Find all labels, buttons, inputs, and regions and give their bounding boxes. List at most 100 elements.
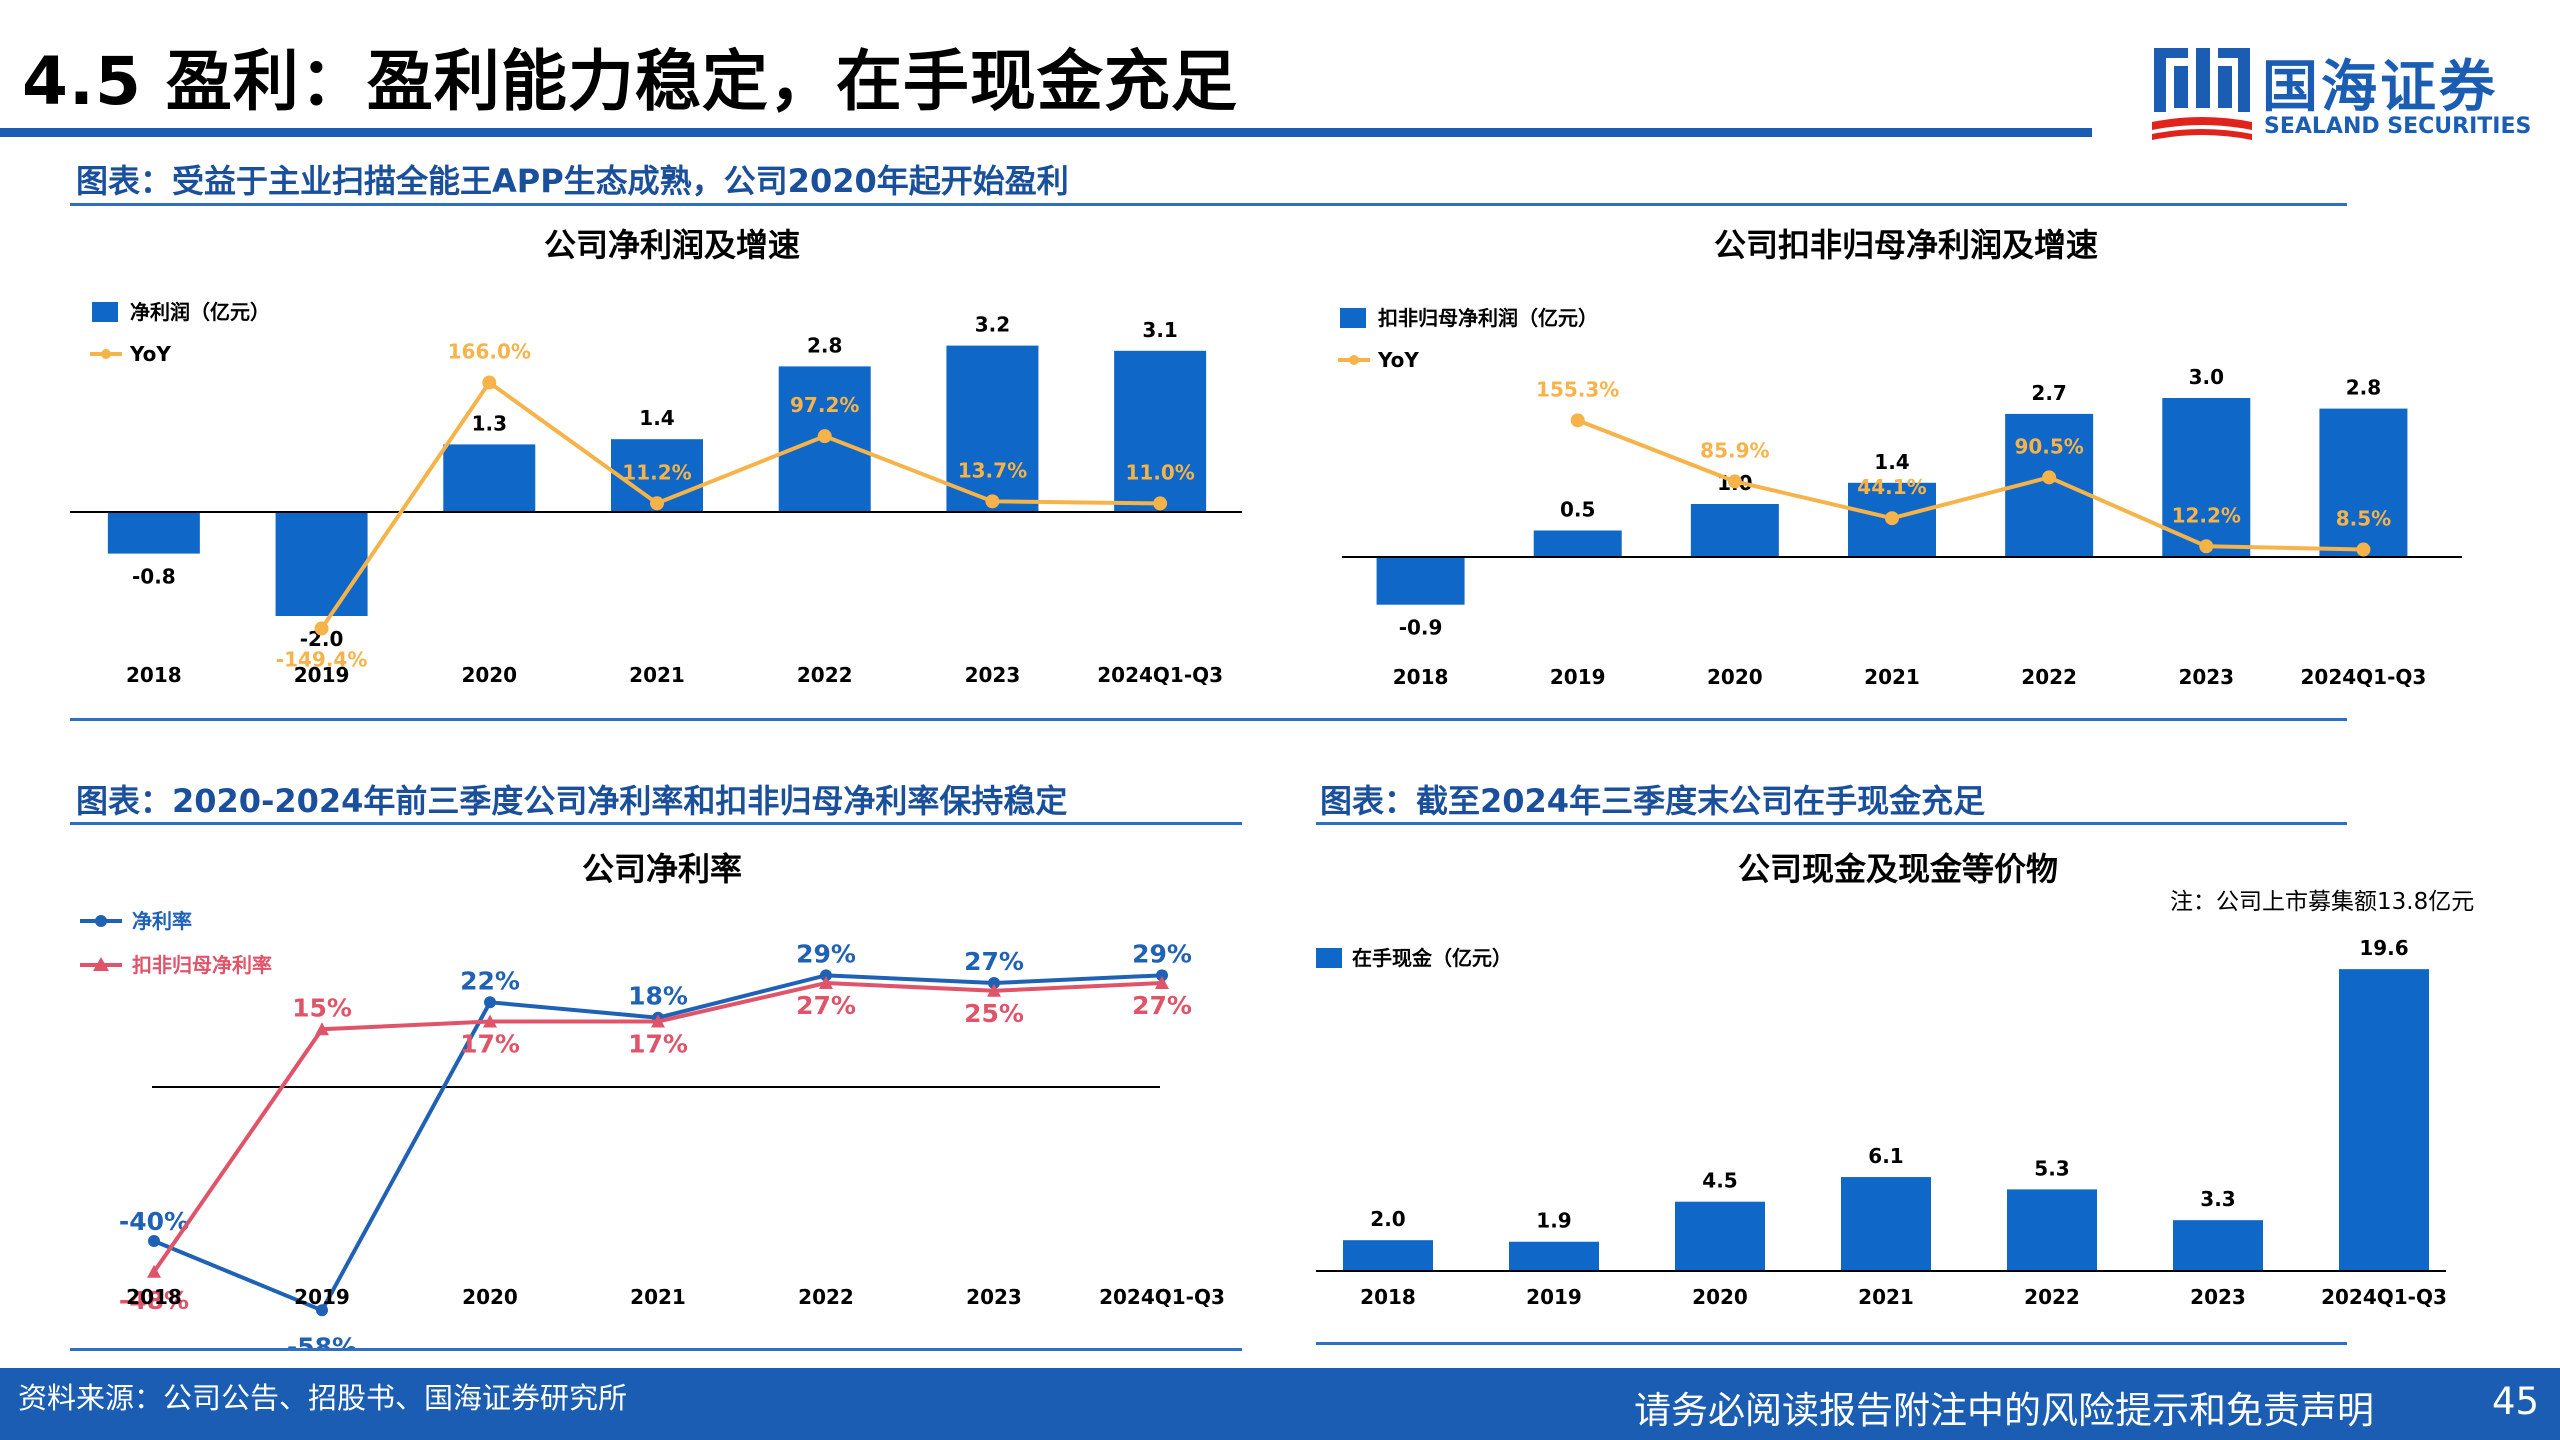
caption-rule xyxy=(1316,822,2347,825)
yoy-value-label: 97.2% xyxy=(790,393,859,417)
x-tick-label: 2018 xyxy=(1360,1285,1416,1309)
yoy-value-label: 90.5% xyxy=(2014,434,2083,458)
series-value-label: -48% xyxy=(119,1286,189,1315)
series-point xyxy=(147,1264,161,1278)
cash-chart: 在手现金（亿元） 2.0 2018 1.9 2019 4.5 2020 6.1 2021 5.3 2… xyxy=(1316,830,2476,1350)
bar-value-label: 2.8 xyxy=(807,333,842,357)
legend-deducted-margin-label: 扣非归母净利率 xyxy=(132,953,272,977)
legend-yoy-marker xyxy=(1349,355,1359,365)
bar-value-label: -0.9 xyxy=(1399,616,1443,640)
bar-value-label: 2.0 xyxy=(1370,1207,1405,1231)
x-tick-label: 2022 xyxy=(2021,665,2077,689)
series-value-label: 25% xyxy=(964,999,1024,1028)
series-point xyxy=(987,983,1001,997)
series-point xyxy=(651,1014,665,1028)
bar-value-label: 1.4 xyxy=(639,406,674,430)
section-divider xyxy=(70,1348,1242,1351)
series-value-label: 29% xyxy=(1132,939,1192,968)
figure-caption-profit: 图表：受益于主业扫描全能王APP生态成熟，公司2020年起开始盈利 xyxy=(76,162,1069,200)
bar xyxy=(1533,530,1622,557)
footer-source: 资料来源：公司公告、招股书、国海证券研究所 xyxy=(18,1381,628,1415)
x-tick-label: 2018 xyxy=(1393,665,1449,689)
series-value-label: -58% xyxy=(287,1332,357,1350)
x-tick-label: 2024Q1-Q3 xyxy=(2321,1285,2447,1309)
bar xyxy=(275,512,368,616)
bar-value-label: 3.1 xyxy=(1142,318,1177,342)
series-point xyxy=(316,1304,328,1317)
bar xyxy=(443,444,536,512)
legend-deducted-margin-marker xyxy=(93,957,109,971)
bar-value-label: -0.8 xyxy=(132,565,176,589)
bar xyxy=(2173,1220,2263,1271)
x-tick-label: 2024Q1-Q3 xyxy=(1097,663,1223,687)
legend-net-margin-label: 净利率 xyxy=(132,909,192,933)
bar-value-label: 3.0 xyxy=(2189,365,2224,389)
x-tick-label: 2018 xyxy=(126,663,182,687)
x-tick-label: 2023 xyxy=(965,663,1021,687)
x-tick-label: 2020 xyxy=(462,1285,518,1309)
x-tick-label: 2020 xyxy=(461,663,517,687)
bar-value-label: 6.1 xyxy=(1868,1144,1903,1168)
series-point xyxy=(484,996,496,1009)
yoy-point xyxy=(1885,511,1899,526)
x-tick-label: 2023 xyxy=(2178,665,2234,689)
legend-bar-swatch xyxy=(1340,308,1366,328)
chart-svg: 扣非归母净利润（亿元）YoY-0.920180.520191.020201.42… xyxy=(1338,306,2462,689)
bar-value-label: 3.3 xyxy=(2200,1187,2235,1211)
legend-yoy-label: YoY xyxy=(1377,348,1419,372)
series-point xyxy=(819,976,833,990)
chart-title: 公司净利润及增速 xyxy=(544,226,801,264)
yoy-point xyxy=(482,375,497,390)
yoy-value-label: 12.2% xyxy=(2172,503,2241,527)
yoy-value-label: 11.2% xyxy=(622,460,691,484)
yoy-point xyxy=(650,496,664,511)
title-rule xyxy=(0,128,2092,137)
x-tick-label: 2019 xyxy=(1550,665,1606,689)
x-tick-label: 2023 xyxy=(2190,1285,2246,1309)
bar xyxy=(2339,969,2429,1271)
chart-note: 注：公司上市募集额13.8亿元 xyxy=(2170,889,2475,915)
bar-value-label: 3.2 xyxy=(975,313,1010,337)
x-tick-label: 2022 xyxy=(797,663,853,687)
bar xyxy=(1114,350,1207,512)
yoy-point xyxy=(985,494,1000,509)
series-value-label: 17% xyxy=(628,1030,688,1059)
chart-svg: 在手现金（亿元） 2.0 2018 1.9 2019 4.5 2020 6.1 2021 5.3 2… xyxy=(1316,936,2447,1309)
bar xyxy=(1841,1177,1931,1271)
legend-net-margin-marker xyxy=(95,915,107,927)
figure-caption-margin: 图表：2020-2024年前三季度公司净利率和扣非归母净利率保持稳定 xyxy=(76,782,1068,820)
yoy-value-label: 85.9% xyxy=(1700,438,1769,462)
bar xyxy=(1675,1201,1765,1271)
x-tick-label: 2019 xyxy=(294,663,350,687)
legend-bar-swatch xyxy=(92,302,118,322)
legend-bar-label: 扣非归母净利润（亿元） xyxy=(1378,306,1598,330)
footer-bar xyxy=(0,1368,2560,1440)
chart-title: 公司净利率 xyxy=(582,850,743,888)
x-tick-label: 2022 xyxy=(798,1285,854,1309)
x-tick-label: 2021 xyxy=(1858,1285,1914,1309)
chart-title: 公司扣非归母净利润及增速 xyxy=(1714,226,2099,264)
bar-value-label: 5.3 xyxy=(2034,1156,2069,1180)
x-tick-label: 2022 xyxy=(2024,1285,2080,1309)
bar-value-label: 4.5 xyxy=(1702,1169,1737,1193)
yoy-point xyxy=(817,429,832,444)
bar-value-label: 19.6 xyxy=(2359,936,2408,960)
chart-svg: 净利润（亿元）YoY-0.82018-2.020191.320201.42021… xyxy=(70,300,1242,687)
yoy-point xyxy=(314,621,329,636)
x-tick-label: 2020 xyxy=(1707,665,1763,689)
page-number: 45 xyxy=(2492,1380,2540,1423)
chart-title: 公司现金及现金等价物 xyxy=(1738,850,2059,888)
series-point xyxy=(820,969,832,982)
series-point xyxy=(483,1014,497,1028)
series-value-label: 17% xyxy=(460,1030,520,1059)
yoy-point xyxy=(1727,474,1742,489)
company-logo: 国海证券 SEALAND SECURITIES xyxy=(2150,42,2550,142)
section-divider xyxy=(70,718,2347,721)
yoy-value-label: 8.5% xyxy=(2336,507,2391,531)
deducted-net-profit-chart: 扣非归母净利润（亿元）YoY-0.920180.520191.020201.42… xyxy=(1320,210,2480,700)
bar-value-label: 1.9 xyxy=(1536,1209,1571,1233)
legend-yoy-marker xyxy=(101,349,111,359)
yoy-value-label: 44.1% xyxy=(1857,475,1926,499)
figure-caption-cash: 图表：截至2024年三季度末公司在手现金充足 xyxy=(1320,782,1986,820)
series-point xyxy=(1155,976,1169,990)
